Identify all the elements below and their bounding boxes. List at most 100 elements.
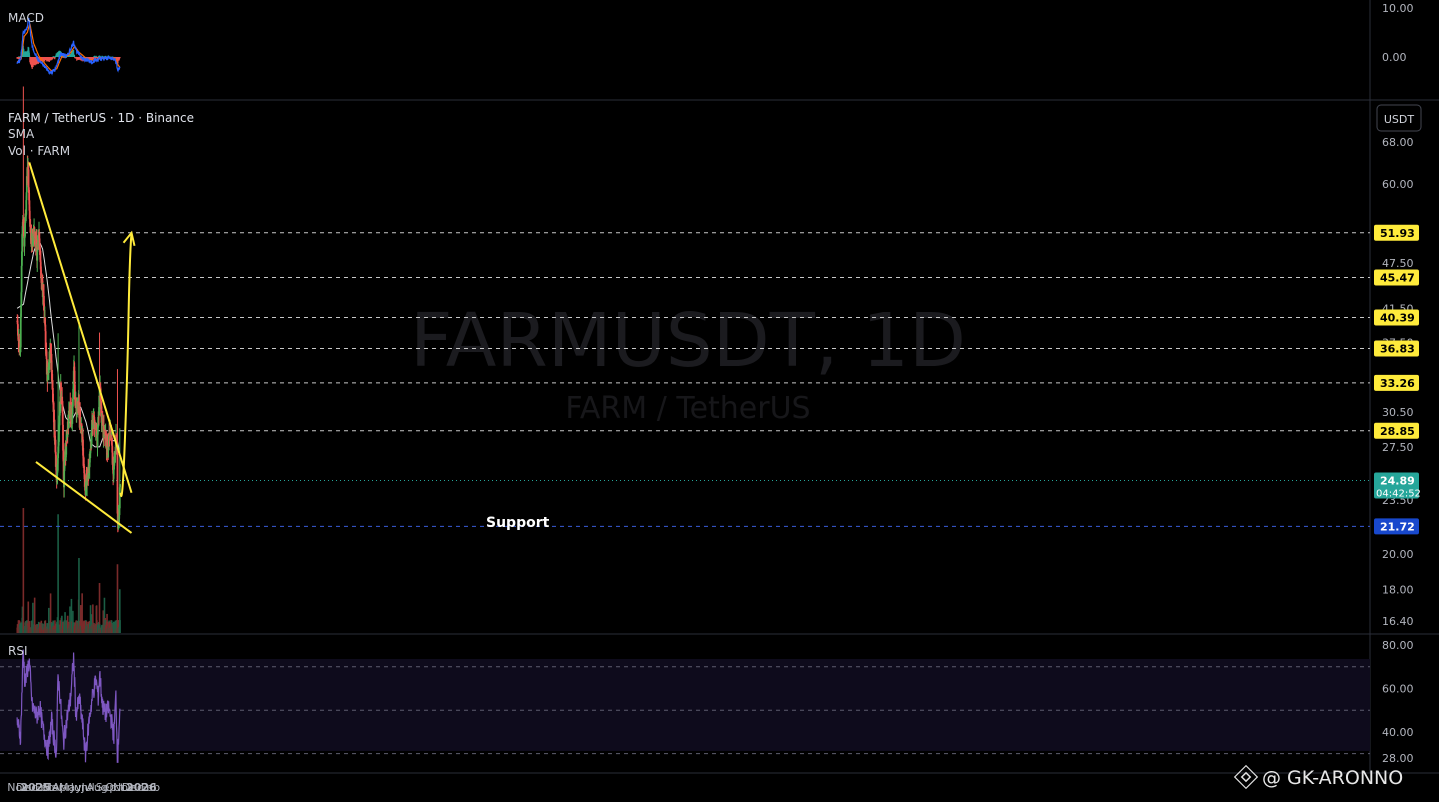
price-tick-label: 20.00 <box>1382 548 1414 561</box>
candle-body <box>58 415 61 426</box>
candle-body <box>71 413 74 424</box>
candle-body <box>52 401 55 412</box>
sma-legend[interactable]: SMA <box>8 127 35 141</box>
time-tick-label: Aug <box>86 781 107 794</box>
volume-bar <box>95 605 98 633</box>
volume-bar <box>48 607 50 633</box>
time-tick-label: Jul <box>80 781 94 794</box>
currency-button[interactable]: USDT <box>1376 104 1422 132</box>
candle-body <box>98 395 101 416</box>
candle-body <box>24 213 27 224</box>
candle-body <box>51 388 54 403</box>
candle-body <box>38 238 41 245</box>
candle-body <box>60 382 62 394</box>
volume-bar <box>42 623 44 633</box>
time-tick-label: Dec <box>122 781 143 794</box>
macd-histogram-bar <box>73 49 75 57</box>
price-tag-label: 40.39 <box>1380 311 1415 324</box>
candle-body <box>119 484 121 488</box>
symbol-watermark: FARMUSDT, 1D <box>410 298 966 384</box>
macd-tick-label: 0.00 <box>1382 51 1407 64</box>
candle-body <box>63 471 66 488</box>
candle-body <box>115 434 118 446</box>
candle-body <box>118 487 121 509</box>
volume-bar <box>98 583 101 633</box>
volume-bar <box>44 620 47 633</box>
macd-histogram-bar <box>28 52 30 57</box>
macd-histogram-bar <box>53 56 55 58</box>
candle-body <box>93 417 96 420</box>
candle-body <box>71 398 74 407</box>
candle-body <box>65 435 68 442</box>
candle-body <box>93 419 96 426</box>
volume-bar <box>90 614 93 633</box>
candle-body <box>54 439 57 452</box>
volume-bar <box>66 615 69 633</box>
author-watermark: @ GK-ARONNO <box>1233 764 1403 790</box>
volume-bar <box>70 598 73 633</box>
volume-bar <box>28 621 31 633</box>
trendlines[interactable] <box>28 162 136 534</box>
candle-body <box>45 347 47 354</box>
candle-body <box>74 384 76 400</box>
macd-histogram-bar <box>18 57 21 60</box>
candle-body <box>28 210 31 219</box>
rsi-tick-label: 40.00 <box>1382 726 1414 739</box>
macd-histogram-bar <box>105 56 107 58</box>
macd-histogram-bar <box>94 56 96 58</box>
candle-body <box>117 514 120 529</box>
volume-legend[interactable]: Vol · FARM <box>8 144 70 158</box>
volume-bar <box>81 622 84 633</box>
price-tag-label: 24.89 <box>1380 474 1415 487</box>
candle-body <box>56 458 59 471</box>
candle-body <box>33 227 36 237</box>
volume-bar <box>32 602 34 633</box>
time-tick-label: Jun <box>70 781 88 794</box>
macd-histogram-bar <box>90 57 92 60</box>
candle-body <box>57 453 60 459</box>
candle-body <box>38 244 41 251</box>
macd-histogram-bar <box>73 55 76 57</box>
macd-line <box>16 17 121 76</box>
time-tick-label: Oct <box>105 781 125 794</box>
upper-trendline[interactable] <box>28 162 133 494</box>
candle-body <box>71 406 74 414</box>
volume-bars <box>16 508 121 633</box>
candle-body <box>28 200 31 211</box>
macd-histogram-bar <box>50 57 52 61</box>
price-tag <box>1374 309 1419 326</box>
candles[interactable] <box>16 86 121 533</box>
rsi-tick-label: 80.00 <box>1382 639 1414 652</box>
volume-bar <box>78 558 80 633</box>
candle-body <box>27 169 30 188</box>
candle-body <box>58 425 61 431</box>
candle-body <box>114 450 117 454</box>
candle-body <box>27 187 30 193</box>
symbol-watermark-sub: FARM / TetherUS <box>565 391 810 426</box>
candle-body <box>44 331 47 348</box>
symbol-title[interactable]: FARM / TetherUS · 1D · Binance <box>8 111 194 125</box>
candle-body <box>23 236 26 239</box>
macd-histogram-bar <box>18 56 20 58</box>
time-tick-label: Dec <box>16 781 37 794</box>
volume-bar <box>27 601 30 633</box>
volume-bar <box>119 620 121 633</box>
candle-body <box>67 410 70 428</box>
macd-title[interactable]: MACD <box>8 11 44 25</box>
volume-bar <box>103 597 106 633</box>
candle-body <box>102 425 105 430</box>
rsi-tick-label: 60.00 <box>1382 682 1414 695</box>
rsi-pane <box>0 649 1370 763</box>
rsi-title[interactable]: RSI <box>8 644 28 658</box>
price-tag <box>1374 422 1419 439</box>
macd-histogram-bar <box>51 57 54 60</box>
projection-path[interactable] <box>119 232 133 498</box>
candle-body <box>113 452 116 458</box>
price-tag <box>1374 472 1419 499</box>
price-tick-label: 16.40 <box>1382 615 1414 628</box>
candle-body <box>18 340 21 352</box>
time-tick-label: Apr <box>52 781 72 794</box>
volume-bar <box>116 564 119 633</box>
lower-trendline[interactable] <box>35 461 133 534</box>
